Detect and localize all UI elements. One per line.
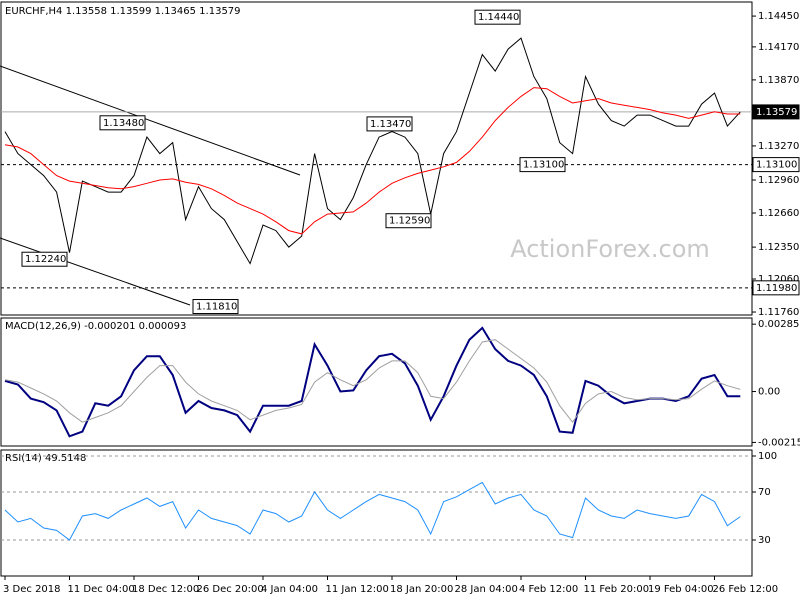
x-tick-label: 19 Feb 04:00 xyxy=(648,584,714,595)
level-label: 1.13579 xyxy=(756,107,797,118)
y-tick-label: 1.12060 xyxy=(758,274,799,285)
series-line xyxy=(4,37,741,265)
y-tick-label: 0.00 xyxy=(758,387,780,398)
y-tick-label: 70 xyxy=(758,487,771,498)
y-tick-label: 30 xyxy=(758,535,771,546)
annotation-label: 1.12590 xyxy=(389,216,430,227)
macd-title: MACD(12,26,9) -0.000201 0.000093 xyxy=(5,321,186,332)
y-tick-label: 1.11760 xyxy=(758,307,799,318)
annotation-label: 1.13100 xyxy=(523,160,564,171)
trend-line xyxy=(0,65,301,176)
level-label: 1.11980 xyxy=(756,283,797,294)
x-tick-label: 28 Jan 04:00 xyxy=(455,584,518,595)
annotation-label: 1.14440 xyxy=(478,12,519,23)
annotation-label: 1.13480 xyxy=(103,118,144,129)
x-tick-label: 26 Dec 20:00 xyxy=(197,584,264,595)
annotation-box xyxy=(474,9,521,25)
x-tick-label: 4 Feb 12:00 xyxy=(519,584,578,595)
y-tick-label: 1.14170 xyxy=(758,42,799,53)
annotation-box xyxy=(385,213,432,229)
y-tick-label: 1.12660 xyxy=(758,208,799,219)
series-line xyxy=(4,326,741,438)
annotation-box xyxy=(519,157,566,173)
y-tick-label: 1.13270 xyxy=(758,141,799,152)
annotation-box xyxy=(366,116,413,132)
y-tick-label: 100 xyxy=(758,451,777,462)
x-tick-label: 3 Dec 2018 xyxy=(3,584,61,595)
x-tick-label: 4 Jan 04:00 xyxy=(261,584,318,595)
y-tick-label: 0.002858 xyxy=(758,319,800,330)
y-tick-label: 1.14450 xyxy=(758,11,799,22)
rsi-panel xyxy=(0,449,753,577)
annotation-label: 1.12240 xyxy=(25,254,66,265)
x-tick-label: 11 Dec 04:00 xyxy=(68,584,135,595)
y-tick-label: 1.13870 xyxy=(758,75,799,86)
trend-line xyxy=(0,237,191,306)
series-line xyxy=(4,481,741,541)
x-tick-label: 11 Jan 12:00 xyxy=(326,584,389,595)
annotation-box xyxy=(21,251,68,267)
annotation-box xyxy=(192,299,239,315)
series-line xyxy=(4,339,741,424)
level-label: 1.13100 xyxy=(756,160,797,171)
x-tick-label: 18 Dec 12:00 xyxy=(132,584,199,595)
level-box xyxy=(752,280,800,296)
annotation-box xyxy=(99,115,146,131)
x-tick-label: 11 Feb 20:00 xyxy=(584,584,650,595)
y-tick-label: 1.12960 xyxy=(758,175,799,186)
level-box xyxy=(752,104,800,120)
x-tick-label: 18 Jan 20:00 xyxy=(390,584,453,595)
macd-panel xyxy=(0,317,753,447)
watermark: ActionForex.com xyxy=(510,235,710,263)
price-panel xyxy=(0,1,753,316)
series-line xyxy=(4,87,741,235)
rsi-title: RSI(14) 49.5148 xyxy=(5,453,86,464)
y-tick-label: -0.002158 xyxy=(758,437,800,448)
annotation-label: 1.11810 xyxy=(196,302,237,313)
annotation-label: 1.13470 xyxy=(370,119,411,130)
x-tick-label: 26 Feb 12:00 xyxy=(713,584,779,595)
y-tick-label: 1.12350 xyxy=(758,242,799,253)
level-box xyxy=(752,157,800,173)
chart-title: EURCHF,H4 1.13558 1.13599 1.13465 1.1357… xyxy=(5,6,241,17)
